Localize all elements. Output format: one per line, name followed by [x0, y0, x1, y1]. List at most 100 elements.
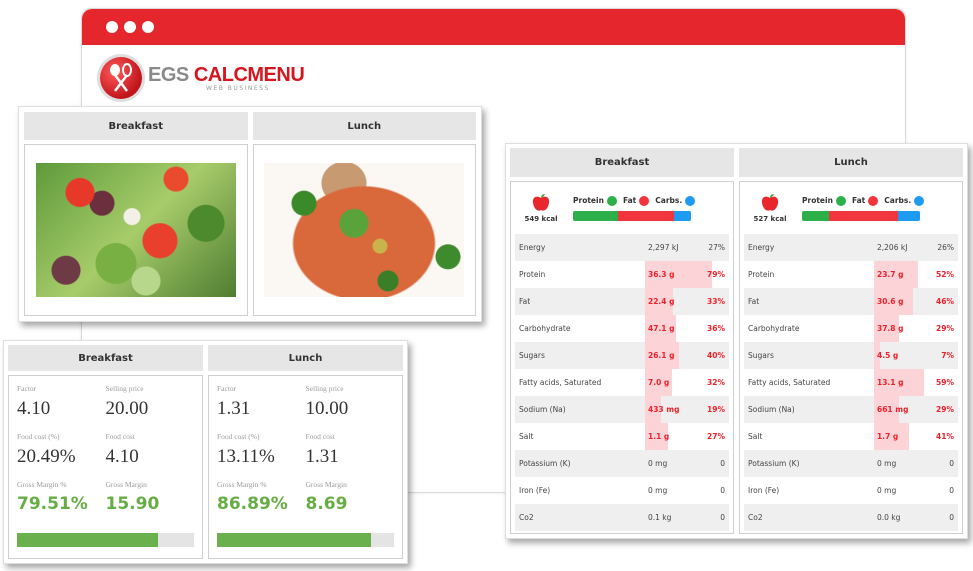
nutrient-amount-text: 13.1 g	[877, 378, 904, 387]
gross-margin-label: Gross Margin	[305, 480, 347, 489]
selling-price-value: 10.00	[305, 398, 349, 419]
daily-value-bar	[874, 261, 919, 288]
nutrient-name: Co2	[748, 513, 763, 522]
table-row: Energy 2,297 kJ 27%	[515, 234, 729, 261]
nutrient-name: Energy	[748, 243, 775, 252]
window-dot-icon[interactable]	[106, 21, 118, 33]
nutrient-amount: 1.7 g	[874, 423, 929, 450]
nutrient-amount: 23.7 g	[874, 261, 929, 288]
gross-margin-progress-bar	[217, 533, 394, 547]
nutrient-amount: 7.0 g	[645, 369, 700, 396]
nutrient-percent: 26%	[937, 243, 954, 252]
nutrient-name: Salt	[748, 432, 763, 441]
nutrient-amount: 36.3 g	[645, 261, 700, 288]
column-header[interactable]: Breakfast	[510, 148, 734, 177]
image-column-breakfast: Breakfast	[24, 112, 248, 316]
nutrient-name: Potassium (K)	[519, 459, 571, 468]
column-header[interactable]: Breakfast	[8, 345, 203, 371]
food-cost-label: Food cost	[105, 432, 135, 441]
nutrition-table: Energy 2,297 kJ 27% Protein 36.3 g 79% Fat 22.4…	[515, 234, 729, 531]
daily-value-bar	[645, 288, 674, 315]
table-row: Energy 2,206 kJ 26%	[744, 234, 958, 261]
nutrient-amount-text: 0 mg	[648, 459, 668, 468]
nutrient-amount: 13.1 g	[874, 369, 929, 396]
nutrient-amount-text: 1.7 g	[877, 432, 899, 441]
nutrient-name: Co2	[519, 513, 534, 522]
recipe-images-panel: Breakfast Lunch	[18, 106, 482, 322]
cost-column-lunch: Lunch Factor 1.31 Selling price 10.00 Food…	[208, 345, 403, 559]
nutrient-percent: 33%	[707, 297, 725, 306]
fat-legend-label: Fat	[622, 196, 637, 205]
nutrient-percent: 29%	[936, 405, 954, 414]
gross-margin-pct-value: 79.51%	[17, 494, 88, 514]
protein-segment	[802, 210, 830, 221]
nutrient-name: Sodium (Na)	[519, 405, 566, 414]
table-row: Sugars 4.5 g 7%	[744, 342, 958, 369]
column-header[interactable]: Lunch	[208, 345, 403, 371]
nutrient-name: Iron (Fe)	[748, 486, 780, 495]
window-dot-icon[interactable]	[142, 21, 154, 33]
fat-dot-icon	[639, 195, 650, 206]
daily-value-bar	[645, 369, 673, 396]
column-header[interactable]: Lunch	[739, 148, 963, 177]
nutrient-amount: 26.1 g	[645, 342, 700, 369]
chicken-dish-photo[interactable]	[264, 163, 465, 297]
column-header[interactable]: Breakfast	[24, 112, 248, 140]
nutrient-amount-text: 7.0 g	[648, 378, 670, 387]
nutrient-amount: 433 mg	[645, 396, 700, 423]
nutrient-amount-text: 661 mg	[877, 405, 909, 414]
window-dot-icon[interactable]	[124, 21, 136, 33]
logo-word-calcmenu: CALCMENU	[193, 63, 305, 86]
nutrient-amount: 0.0 kg	[874, 504, 929, 531]
protein-dot-icon	[835, 195, 846, 206]
kcal-value: 527 kcal	[753, 215, 787, 223]
nutrient-amount: 22.4 g	[645, 288, 700, 315]
nutrient-name: Fatty acids, Saturated	[748, 378, 831, 387]
daily-value-bar	[874, 315, 899, 342]
nutrient-percent: 0	[949, 459, 954, 468]
nutrient-amount: 0 mg	[645, 450, 700, 477]
nutrient-percent: 0	[949, 513, 954, 522]
nutrient-amount: 4.5 g	[874, 342, 929, 369]
nutrient-amount-text: 0.1 kg	[648, 513, 672, 522]
nutrient-percent: 27%	[708, 243, 725, 252]
nutrient-name: Potassium (K)	[748, 459, 800, 468]
gross-margin-progress-fill	[17, 533, 158, 547]
nutrient-amount: 2,206 kJ	[874, 234, 929, 261]
nutrient-name: Sugars	[748, 351, 774, 360]
carbs-dot-icon	[685, 195, 696, 206]
nutrient-amount-text: 37.8 g	[877, 324, 904, 333]
nutrient-name: Protein	[748, 270, 775, 279]
nutrient-name: Salt	[519, 432, 534, 441]
daily-value-bar	[645, 423, 668, 450]
table-row: Fat 22.4 g 33%	[515, 288, 729, 315]
logo-word-egs: EGS	[148, 63, 189, 86]
nutrient-amount-text: 4.5 g	[877, 351, 899, 360]
protein-legend-label: Protein	[573, 196, 604, 205]
macro-split-bar	[573, 210, 691, 221]
nutrient-name: Fatty acids, Saturated	[519, 378, 602, 387]
brand-logo[interactable]: EGS CALCMENU WEB BUSINESS	[100, 57, 305, 99]
protein-segment	[573, 210, 618, 221]
daily-value-bar	[874, 342, 880, 369]
nutrient-name: Sodium (Na)	[748, 405, 795, 414]
daily-value-bar	[874, 369, 925, 396]
nutrient-percent: 19%	[707, 405, 725, 414]
table-row: Sugars 26.1 g 40%	[515, 342, 729, 369]
table-row: Salt 1.7 g 41%	[744, 423, 958, 450]
nutrient-percent: 41%	[936, 432, 954, 441]
factor-label: Factor	[217, 384, 237, 393]
salad-photo[interactable]	[35, 163, 236, 297]
nutrition-column-breakfast: Breakfast 549 kcal Protein Fat Carbs.	[510, 148, 734, 534]
table-row: Fatty acids, Saturated 13.1 g 59%	[744, 369, 958, 396]
nutrient-percent: 32%	[707, 378, 725, 387]
nutrient-name: Fat	[519, 297, 531, 306]
gross-margin-progress-fill	[217, 533, 371, 547]
table-row: Potassium (K) 0 mg 0	[515, 450, 729, 477]
table-row: Carbohydrate 37.8 g 29%	[744, 315, 958, 342]
column-header[interactable]: Lunch	[252, 112, 476, 140]
nutrient-amount-text: 22.4 g	[648, 297, 675, 306]
nutrient-name: Iron (Fe)	[519, 486, 551, 495]
nutrient-percent: 0	[949, 486, 954, 495]
fork-spoon-logo-icon	[100, 57, 142, 99]
